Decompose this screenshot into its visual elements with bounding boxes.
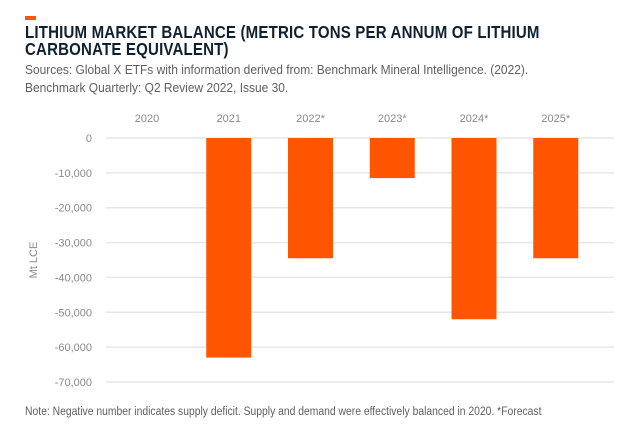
y-tick-label: -60,000	[55, 342, 92, 354]
chart-subtitle: Sources: Global X ETFs with information …	[25, 61, 528, 97]
y-tick-label: -20,000	[55, 203, 92, 215]
subtitle-line-2: Benchmark Quarterly: Q2 Review 2022, Iss…	[25, 80, 289, 95]
y-tick-label: -10,000	[55, 168, 92, 180]
bar-2021	[206, 138, 252, 358]
y-axis-label: Mt LCE	[28, 242, 40, 279]
chart-title-line-2: CARBONATE EQUIVALENT)	[25, 39, 229, 59]
x-tick-label: 2021	[217, 113, 241, 125]
chart-note: Note: Negative number indicates supply d…	[25, 406, 542, 418]
y-tick-label: -50,000	[55, 307, 92, 319]
bar-2025	[533, 138, 579, 259]
chart-title-line-1: LITHIUM MARKET BALANCE (METRIC TONS PER …	[25, 22, 540, 42]
x-tick-label: 2024*	[460, 113, 489, 125]
x-tick-label: 2022*	[296, 113, 325, 125]
x-tick-label: 2023*	[378, 113, 407, 125]
y-tick-label: -70,000	[55, 377, 92, 389]
x-tick-label: 2020	[135, 113, 159, 125]
y-tick-label: 0	[86, 133, 92, 145]
bar-2024	[451, 138, 497, 320]
y-tick-label: -40,000	[55, 272, 92, 284]
x-tick-label: 2025*	[541, 113, 570, 125]
y-tick-label: -30,000	[55, 238, 92, 250]
bar-2023	[369, 138, 415, 179]
chart-title: LITHIUM MARKET BALANCE (METRIC TONS PER …	[25, 22, 541, 59]
subtitle-line-1: Sources: Global X ETFs with information …	[25, 62, 529, 77]
bar-2022	[288, 138, 333, 259]
accent-bar	[25, 16, 36, 20]
